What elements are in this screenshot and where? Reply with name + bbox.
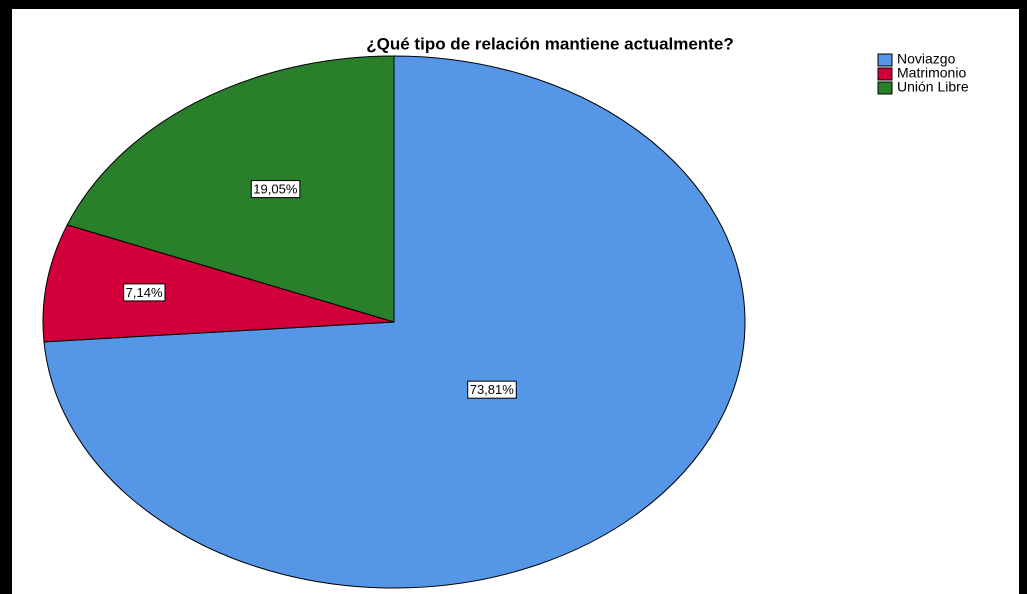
data-labels: 73,81% 7,14% 19,05% — [123, 180, 517, 399]
legend-swatch — [877, 81, 893, 95]
legend-label: Matrimonio — [897, 65, 966, 81]
data-label: 73,81% — [470, 382, 515, 397]
data-label: 7,14% — [126, 285, 163, 300]
pie-slice — [66, 55, 395, 323]
pie-slice — [42, 224, 395, 343]
legend-label: Unión Libre — [897, 79, 969, 95]
data-label-box — [467, 380, 517, 399]
data-label: 19,05% — [253, 182, 298, 197]
data-label-box — [250, 180, 301, 199]
pie — [42, 55, 746, 589]
chart-title: ¿Qué tipo de relación mantiene actualmen… — [366, 34, 733, 53]
legend-label: Noviazgo — [897, 51, 956, 67]
legend-swatch — [877, 67, 893, 81]
legend-swatch — [877, 53, 893, 67]
data-label-box — [123, 283, 166, 302]
